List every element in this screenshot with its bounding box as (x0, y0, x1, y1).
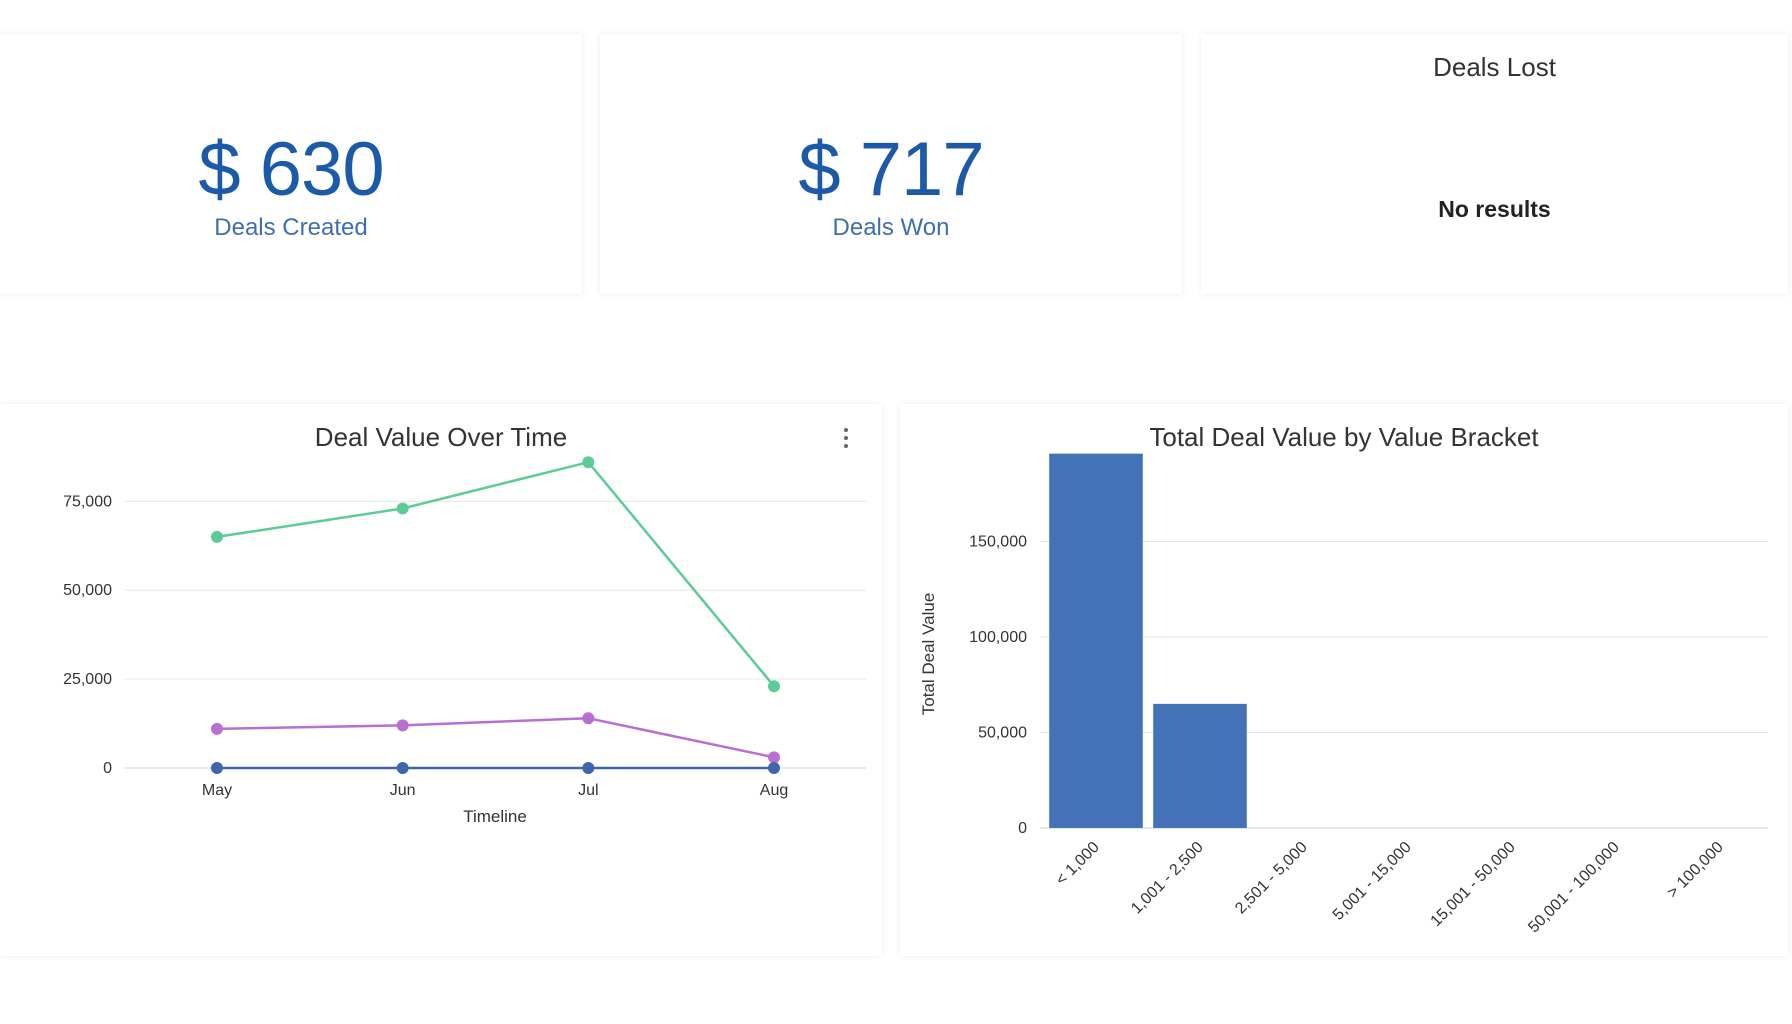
data-point (768, 762, 780, 774)
deals-won-value: $ 717 (798, 127, 984, 212)
data-point (211, 722, 223, 735)
bar-chart-title: Total Deal Value by Value Bracket (1149, 422, 1539, 452)
data-point (396, 719, 409, 732)
line-chart-title: Deal Value Over Time (314, 422, 568, 452)
deals-created-card: $ 630 Deals Created (0, 34, 582, 294)
series-line (216, 460, 775, 688)
data-point (211, 530, 223, 543)
bar-chart: 0 50,000 100,000 150,000 < 1,000 1,001 - 2,50… (919, 453, 1768, 937)
data-point (211, 762, 223, 774)
vertical-ellipsis-icon[interactable] (836, 424, 856, 452)
y-tick-label: 50,000 (63, 582, 112, 599)
x-tick-label: Jun (390, 782, 416, 799)
x-tick-label: 50,001 - 100,000 (1525, 839, 1623, 937)
x-tick-label: 2,501 - 5,000 (1232, 839, 1311, 918)
data-point (582, 762, 595, 774)
deals-won-label: Deals Won (832, 214, 950, 241)
deal-value-by-bracket-card: Total Deal Value by Value Bracket 0 50,00… (900, 404, 1788, 956)
data-point (582, 456, 595, 469)
x-tick-label: 15,001 - 50,000 (1428, 839, 1519, 930)
data-point (768, 751, 780, 764)
deals-created-label: Deals Created (214, 214, 368, 241)
y-tick-label: 50,000 (978, 725, 1027, 742)
y-tick-label: 25,000 (63, 671, 112, 688)
line-chart: 0 25,000 50,000 75,000 May Jun Jul Aug Timeline (63, 456, 866, 826)
deals-lost-card: Deals Lost No results (1201, 34, 1788, 294)
x-tick-label: 5,001 - 15,000 (1330, 839, 1415, 924)
x-tick-label: Aug (760, 782, 788, 799)
x-tick-label: Jul (578, 782, 598, 799)
y-tick-label: 150,000 (969, 534, 1027, 551)
y-tick-label: 100,000 (969, 629, 1027, 646)
x-tick-label: > 100,000 (1664, 839, 1727, 902)
bar (1153, 703, 1247, 828)
data-point (396, 502, 409, 515)
data-point (768, 680, 780, 693)
y-axis-title: Total Deal Value (919, 593, 938, 716)
x-tick-label: 1,001 - 2,500 (1128, 839, 1207, 918)
data-point (396, 762, 409, 774)
y-tick-label: 0 (103, 760, 112, 777)
series-line (216, 716, 775, 759)
x-tick-label: May (202, 782, 232, 799)
deals-created-value: $ 630 (198, 127, 384, 212)
x-tick-label: < 1,000 (1053, 839, 1103, 889)
y-tick-label: 75,000 (63, 493, 112, 510)
data-point (582, 712, 595, 725)
bar (1049, 453, 1143, 828)
deals-lost-empty-message: No results (1438, 196, 1551, 222)
deals-lost-title: Deals Lost (1433, 52, 1556, 82)
deal-value-over-time-card: Deal Value Over Time 0 25,000 50,000 75,000… (0, 404, 882, 956)
deals-won-card: $ 717 Deals Won (600, 34, 1182, 294)
y-tick-label: 0 (1018, 820, 1027, 837)
x-axis-title: Timeline (463, 807, 527, 826)
